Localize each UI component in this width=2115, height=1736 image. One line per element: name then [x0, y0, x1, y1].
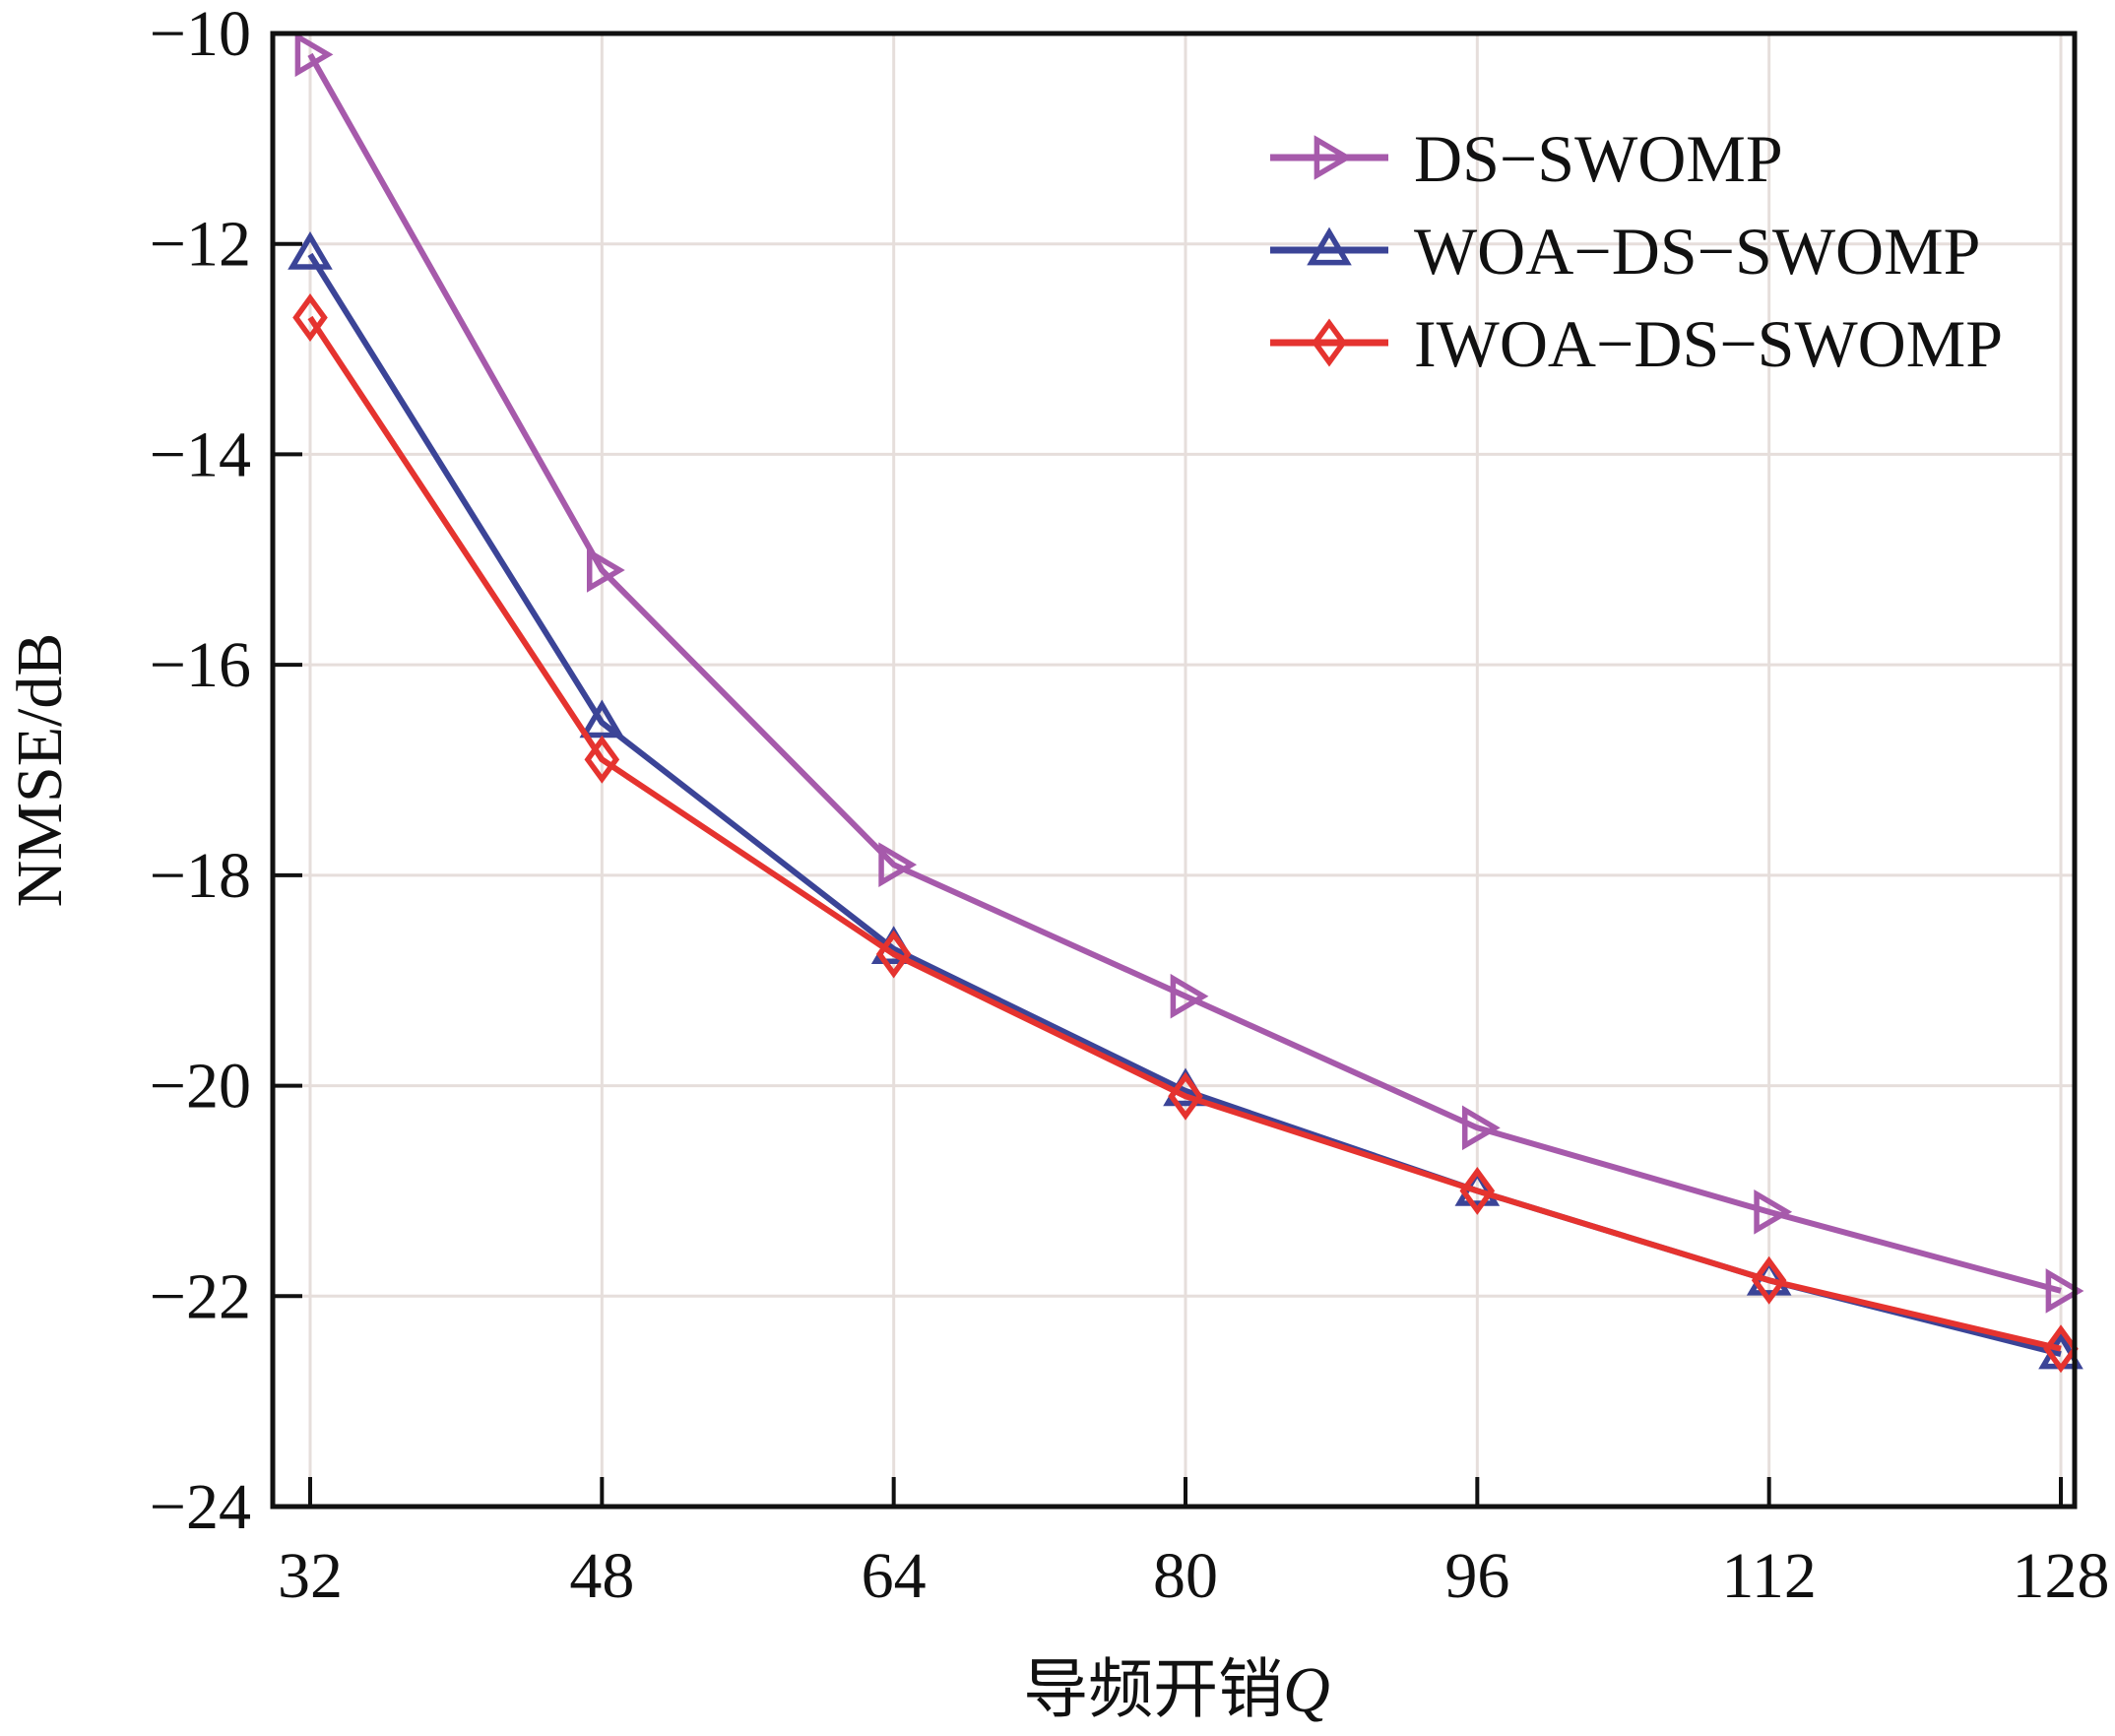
- y-tick-label: −20: [150, 1051, 251, 1123]
- legend-marker-icon: [1307, 226, 1352, 266]
- data-point-marker: [586, 547, 625, 593]
- y-tick-label: −14: [150, 418, 251, 490]
- x-tick-label: 128: [2013, 1540, 2110, 1612]
- data-point-marker: [1459, 1166, 1496, 1215]
- legend-marker-icon: [1314, 135, 1353, 180]
- data-point-marker: [1170, 973, 1209, 1019]
- plot-frame: [270, 31, 2078, 1510]
- axes: [270, 31, 2078, 1510]
- legend-label: IWOA−DS−SWOMP: [1414, 306, 2003, 381]
- y-tick-label: −18: [150, 840, 251, 912]
- y-tick-label: −22: [150, 1260, 251, 1332]
- x-tick-label: 64: [862, 1540, 927, 1612]
- data-point-marker: [2045, 1268, 2084, 1314]
- data-point-marker: [1754, 1189, 1793, 1235]
- x-tick-label: 32: [278, 1540, 343, 1612]
- data-point-marker: [1168, 1071, 1203, 1121]
- data-point-marker: [288, 230, 333, 270]
- series-layer: [288, 32, 2084, 1374]
- tick-labels: 32 48 64 80 96 112 128 −10 −12 −14 −16 −18 −20 −22 −24: [150, 0, 2110, 1612]
- data-point-marker: [1461, 1105, 1501, 1151]
- series-iwoa-ds-swomp: [292, 293, 2079, 1374]
- data-point-marker: [1751, 1255, 1787, 1305]
- y-axis-title: NMSE/dB: [4, 633, 76, 908]
- legend-item: IWOA−DS−SWOMP: [1270, 306, 2003, 381]
- legend-marker-icon: [1312, 318, 1347, 367]
- ticks: [273, 32, 2063, 1509]
- x-tick-label: 112: [1721, 1540, 1817, 1612]
- legend: DS−SWOMP WOA−DS−SWOMP IWOA−DS−SWOMP: [1270, 121, 2003, 381]
- x-axis-title: 导频开销Q: [1023, 1654, 1330, 1726]
- data-point-marker: [584, 735, 620, 784]
- data-point-marker: [875, 930, 912, 979]
- data-point-marker: [878, 842, 918, 887]
- y-tick-label: −12: [150, 209, 251, 281]
- legend-label: DS−SWOMP: [1414, 121, 1783, 196]
- x-tick-label: 48: [569, 1540, 634, 1612]
- series-line: [307, 315, 2062, 1352]
- x-tick-label: 96: [1444, 1540, 1509, 1612]
- y-tick-label: −24: [150, 1471, 251, 1543]
- data-point-marker: [2043, 1324, 2079, 1374]
- series-ds-swomp: [294, 32, 2084, 1314]
- data-point-marker: [292, 293, 328, 342]
- y-tick-label: −10: [150, 0, 251, 70]
- x-axis-title-variable: Q: [1283, 1654, 1330, 1726]
- x-axis-title-text: 导频开销: [1023, 1654, 1283, 1726]
- series-line: [307, 52, 2062, 1294]
- x-tick-label: 80: [1153, 1540, 1218, 1612]
- legend-item: DS−SWOMP: [1270, 121, 1783, 196]
- data-point-marker: [294, 32, 334, 78]
- legend-label: WOA−DS−SWOMP: [1414, 214, 1980, 289]
- y-tick-label: −16: [150, 629, 251, 701]
- data-point-marker: [579, 699, 625, 739]
- legend-item: WOA−DS−SWOMP: [1270, 214, 1980, 289]
